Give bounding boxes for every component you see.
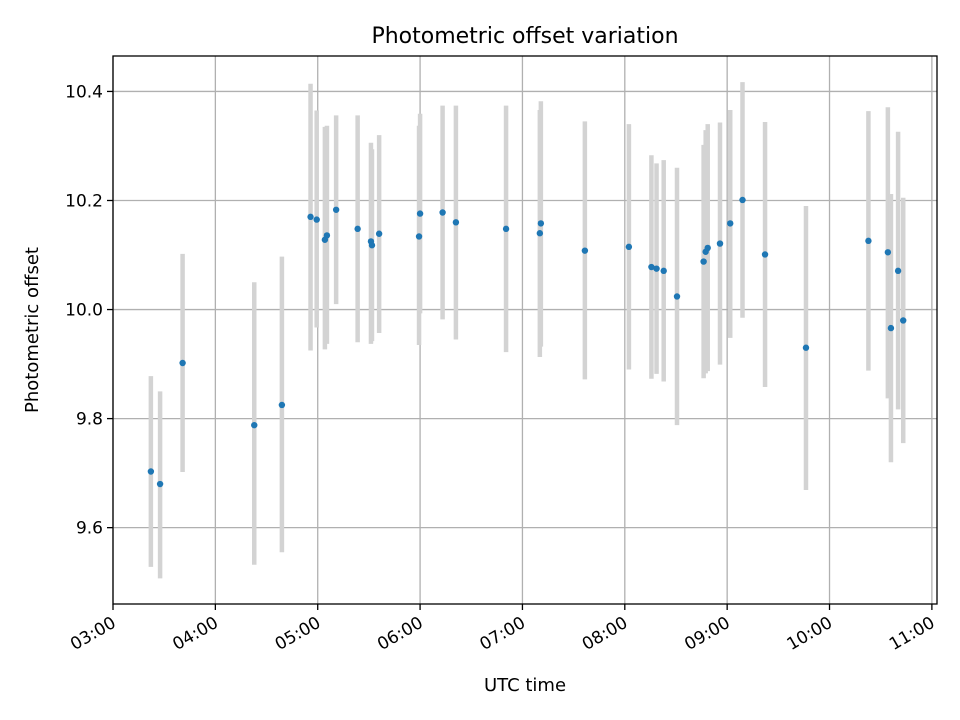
data-point [653,265,660,272]
x-tick-label: 11:00 [886,613,938,655]
data-point [323,232,331,239]
data-point [368,242,376,249]
data-point [147,468,155,475]
data-point [648,263,655,271]
data-point [865,237,872,245]
x-tick-label: 09:00 [681,613,733,655]
y-tick-label: 10.4 [65,82,103,102]
data-point [716,240,724,247]
data-point [727,220,734,227]
data-point [375,230,383,237]
data-point [332,206,340,213]
data-point [439,209,446,216]
data-point [887,324,895,332]
data-point [452,219,460,226]
x-tick-label: 04:00 [169,613,221,655]
data-point [700,258,707,265]
data-point [502,225,510,233]
error-bars [148,82,906,579]
data-point [894,267,902,275]
plot-frame [112,55,938,605]
data-point [660,267,667,275]
data-point [673,293,681,300]
data-point [884,249,892,256]
data-point [278,401,286,409]
data-point [900,317,907,324]
data-point [537,220,545,227]
grid [112,56,937,604]
data-point [156,480,164,488]
x-tick-label: 10:00 [784,613,836,655]
x-tick-label: 05:00 [272,613,324,655]
data-point [739,196,746,204]
data-point [313,216,320,223]
data-point [415,233,423,240]
data-point [625,243,633,251]
x-tick-label: 06:00 [374,613,426,655]
x-tick-label: 08:00 [579,613,631,655]
x-tick-label: 03:00 [67,613,119,655]
y-tick-label: 10.0 [65,301,103,321]
data-point [536,230,544,237]
y-tick-label: 9.6 [76,519,103,539]
data-point [761,251,769,258]
x-axis-label: UTC time [484,675,566,696]
data-point [354,225,361,233]
data-points [147,196,907,488]
y-tick-label: 9.8 [76,410,103,430]
chart-title: Photometric offset variation [371,24,678,49]
data-point [251,421,258,429]
data-point [802,344,810,351]
data-point [307,213,314,221]
x-tick-label: 07:00 [477,613,529,655]
y-tick-label: 10.2 [65,191,103,211]
data-point [179,359,186,367]
data-point [704,244,711,252]
data-point [581,247,589,254]
data-point [416,210,424,217]
y-axis-label: Photometric offset [22,247,43,413]
